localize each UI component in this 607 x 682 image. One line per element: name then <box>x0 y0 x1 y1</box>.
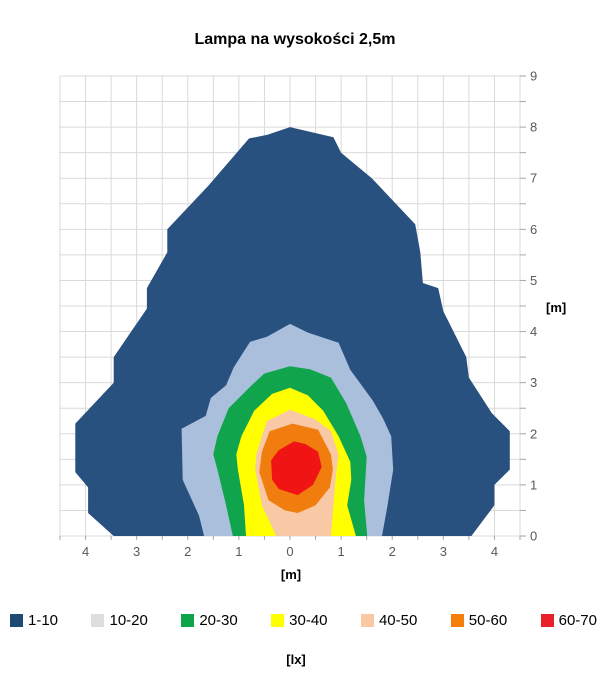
plot-area: 4 3 2 1 0 1 2 3 4 0 1 2 3 4 5 6 7 8 9 <box>59 69 537 559</box>
y-tick-label: 2 <box>530 426 537 441</box>
axis-ticks <box>59 75 526 540</box>
legend-label: 40-50 <box>378 612 418 629</box>
x-axis-title: [m] <box>280 567 302 582</box>
legend-item-1-10: 1-10 <box>10 612 58 629</box>
x-tick-label: 4 <box>82 544 89 559</box>
y-tick-label: 4 <box>530 324 537 339</box>
y-axis-title: [m] <box>546 300 567 315</box>
legend-unit-label: [lx] <box>286 652 306 667</box>
x-tick-labels: 4 3 2 1 0 1 2 3 4 <box>82 544 498 559</box>
contour-bands <box>75 127 510 536</box>
x-tick-label: 4 <box>491 544 498 559</box>
x-tick-label: 1 <box>337 544 344 559</box>
x-tick-label: 2 <box>184 544 191 559</box>
x-tick-label: 1 <box>235 544 242 559</box>
band-60-70 <box>271 441 322 496</box>
legend-item-60-70: 60-70 <box>540 612 597 629</box>
legend-label: 60-70 <box>558 612 597 629</box>
chart-title: Lampa na wysokości 2,5m <box>194 31 396 48</box>
legend-label: 20-30 <box>199 612 238 629</box>
legend-item-30-40: 30-40 <box>271 612 328 629</box>
legend-swatch-60-70 <box>540 614 554 627</box>
x-tick-label: 3 <box>440 544 447 559</box>
legend-swatch-20-30 <box>181 614 195 627</box>
legend-swatch-40-50 <box>360 614 374 627</box>
y-tick-label: 6 <box>530 222 537 237</box>
y-tick-label: 0 <box>530 529 537 544</box>
y-tick-label: 5 <box>530 273 537 288</box>
legend-swatch-10-20 <box>91 614 105 627</box>
y-tick-labels: 0 1 2 3 4 5 6 7 8 9 <box>530 69 537 544</box>
x-tick-label: 3 <box>133 544 140 559</box>
y-tick-label: 1 <box>530 477 537 492</box>
legend-swatch-30-40 <box>271 614 285 627</box>
y-tick-label: 7 <box>530 171 537 186</box>
legend-item-10-20: 10-20 <box>91 612 148 629</box>
legend-label: 30-40 <box>289 612 328 629</box>
legend-item-50-60: 50-60 <box>450 612 508 629</box>
legend-label: 1-10 <box>28 612 59 629</box>
x-tick-label: 0 <box>286 544 293 559</box>
legend-label: 50-60 <box>468 612 508 629</box>
y-tick-label: 3 <box>530 375 537 390</box>
legend-swatch-50-60 <box>450 614 464 627</box>
legend-item-20-30: 20-30 <box>181 612 238 629</box>
legend-item-40-50: 40-50 <box>360 612 418 629</box>
legend-swatch-1-10 <box>10 614 23 627</box>
legend-label: 10-20 <box>109 612 148 629</box>
y-tick-label: 8 <box>530 120 537 135</box>
y-tick-label: 9 <box>530 69 537 84</box>
x-tick-label: 2 <box>389 544 396 559</box>
legend: 1-10 10-20 20-30 30-40 40-50 50-60 60-70 <box>10 612 597 629</box>
